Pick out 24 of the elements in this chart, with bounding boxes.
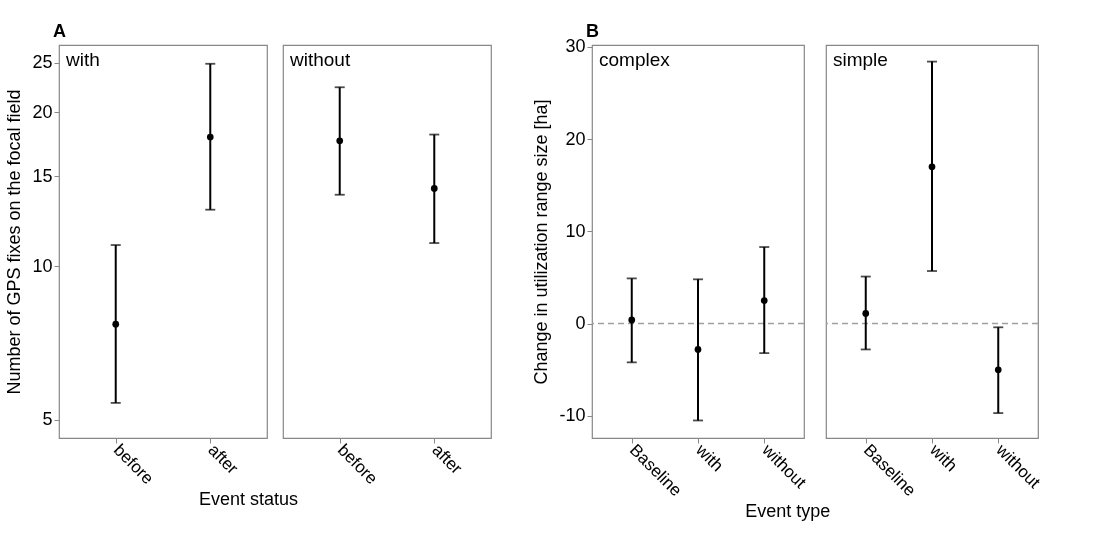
y-axis-title: Change in utilization range size [ha] (531, 99, 552, 385)
y-tick-label: 10 (565, 220, 586, 241)
y-tick-label: -10 (559, 405, 586, 426)
y-tick-label: 10 (32, 255, 53, 276)
y-tick-label: 20 (32, 101, 53, 122)
chart-title: simple (833, 49, 888, 70)
x-tick-label: with (691, 439, 727, 476)
chart-title: without (289, 49, 351, 70)
y-axis-title: Number of GPS fixes on the focal field (4, 89, 25, 395)
x-tick-label: after (204, 440, 243, 479)
text: B (586, 21, 599, 41)
y-tick-label: 30 (565, 36, 586, 57)
x-tick-label: after (428, 440, 467, 479)
x-axis-title: Event type (745, 501, 831, 522)
y-tick-label: 15 (32, 165, 53, 186)
y-tick-label: 20 (565, 128, 586, 149)
y-tick-label: 0 (575, 313, 586, 334)
chart-title: complex (599, 49, 671, 70)
x-tick-label: with (925, 439, 961, 476)
y-tick-label: 5 (42, 409, 53, 430)
y-tick-label: 25 (32, 52, 53, 73)
text: A (53, 21, 66, 41)
chart-title: with (65, 49, 100, 70)
x-axis-title: Event status (198, 489, 299, 510)
